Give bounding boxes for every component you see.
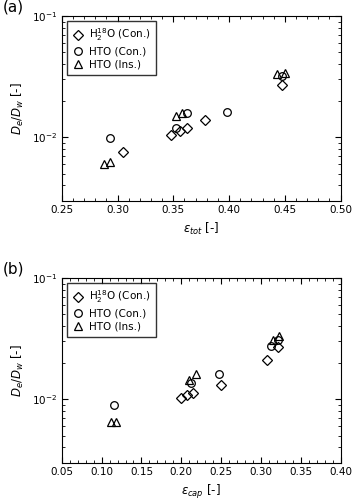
HTO (Ins.) [271, 338, 275, 344]
Legend: $\mathrm{H_2^{18}O}$ (Con.), HTO (Con.), HTO (Ins.): $\mathrm{H_2^{18}O}$ (Con.), HTO (Con.),… [67, 283, 156, 337]
HTO (Con.) [225, 109, 229, 115]
HTO (Con.) [185, 110, 189, 116]
HTO (Con.) [217, 371, 221, 377]
HTO (Con.) [173, 126, 178, 132]
HTO (Ins.) [173, 113, 178, 119]
$\mathrm{H_2^{18}O}$ (Con.) [185, 392, 189, 398]
HTO (Ins.) [108, 160, 112, 166]
HTO (Con.) [108, 135, 112, 141]
Line: HTO (Con.): HTO (Con.) [106, 72, 285, 142]
$\mathrm{H_2^{18}O}$ (Con.) [191, 390, 195, 396]
HTO (Ins.) [109, 419, 113, 425]
HTO (Ins.) [283, 70, 287, 76]
$\mathrm{H_2^{18}O}$ (Con.) [121, 150, 125, 156]
$\mathrm{H_2^{18}O}$ (Con.) [169, 132, 173, 138]
Line: $\mathrm{H_2^{18}O}$ (Con.): $\mathrm{H_2^{18}O}$ (Con.) [119, 81, 285, 156]
Y-axis label: $D_e/D_w$ [-]: $D_e/D_w$ [-] [10, 344, 26, 397]
HTO (Con.) [268, 343, 273, 349]
Text: (b): (b) [3, 261, 25, 276]
HTO (Ins.) [275, 72, 279, 78]
$\mathrm{H_2^{18}O}$ (Con.) [280, 82, 284, 88]
Y-axis label: $D_e/D_w$ [-]: $D_e/D_w$ [-] [10, 82, 26, 134]
$\mathrm{H_2^{18}O}$ (Con.) [178, 128, 182, 134]
X-axis label: $\varepsilon_{tot}$ [-]: $\varepsilon_{tot}$ [-] [183, 221, 219, 237]
HTO (Ins.) [193, 372, 198, 378]
$\mathrm{H_2^{18}O}$ (Con.) [276, 344, 281, 350]
$\mathrm{H_2^{18}O}$ (Con.) [185, 124, 189, 130]
Line: $\mathrm{H_2^{18}O}$ (Con.): $\mathrm{H_2^{18}O}$ (Con.) [178, 343, 282, 402]
Line: HTO (Con.): HTO (Con.) [110, 336, 282, 408]
Line: HTO (Ins.): HTO (Ins.) [107, 332, 283, 426]
HTO (Ins.) [114, 419, 118, 425]
$\mathrm{H_2^{18}O}$ (Con.) [265, 357, 269, 363]
$\mathrm{H_2^{18}O}$ (Con.) [219, 382, 223, 388]
$\mathrm{H_2^{18}O}$ (Con.) [202, 117, 207, 123]
HTO (Ins.) [187, 376, 191, 382]
HTO (Con.) [276, 338, 281, 344]
HTO (Ins.) [180, 110, 184, 116]
Legend: $\mathrm{H_2^{18}O}$ (Con.), HTO (Con.), HTO (Ins.): $\mathrm{H_2^{18}O}$ (Con.), HTO (Con.),… [67, 21, 156, 74]
Text: (a): (a) [3, 0, 24, 14]
HTO (Ins.) [102, 161, 106, 167]
HTO (Con.) [189, 380, 193, 386]
HTO (Ins.) [277, 332, 281, 338]
HTO (Con.) [280, 72, 284, 78]
X-axis label: $\varepsilon_{cap}$ [-]: $\varepsilon_{cap}$ [-] [181, 483, 221, 500]
HTO (Con.) [112, 402, 116, 407]
$\mathrm{H_2^{18}O}$ (Con.) [179, 395, 184, 401]
Line: HTO (Ins.): HTO (Ins.) [100, 68, 289, 168]
